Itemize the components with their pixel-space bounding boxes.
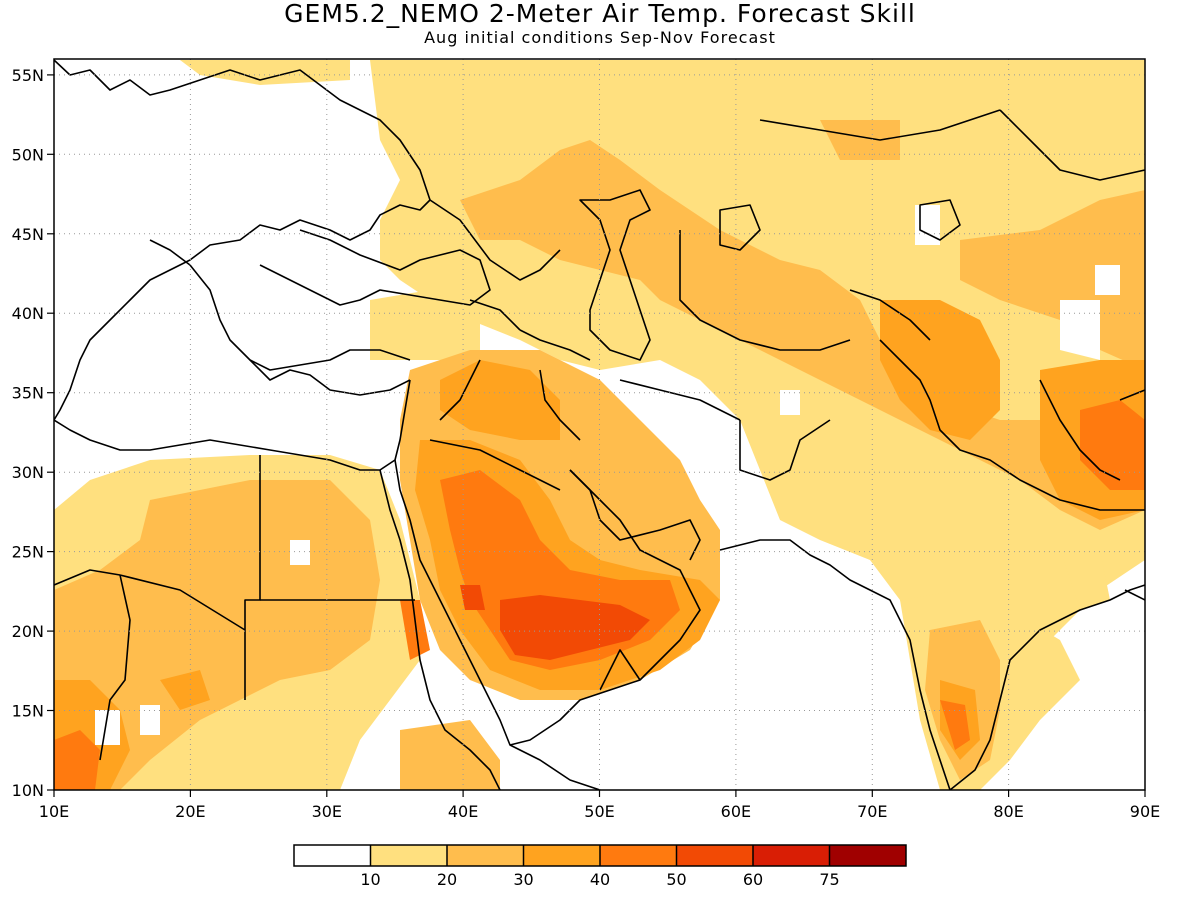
lon-label: 80E	[993, 802, 1023, 821]
map-subtitle: Aug initial conditions Sep-Nov Forecast	[424, 28, 776, 47]
coastlines-borders	[54, 59, 1145, 790]
lat-label: 25N	[12, 543, 44, 562]
colorbar-swatch	[600, 845, 677, 866]
lat-label: 30N	[12, 463, 44, 482]
colorbar-label: 40	[590, 870, 610, 889]
colorbar-label: 20	[437, 870, 457, 889]
latitude-labels: 10N 15N 20N 25N 30N 35N 40N 45N 50N 55N	[12, 66, 44, 800]
colorbar-label: 30	[513, 870, 533, 889]
lon-label: 40E	[448, 802, 478, 821]
colorbar-label: 10	[360, 870, 380, 889]
map-title: GEM5.2_NEMO 2-Meter Air Temp. Forecast S…	[284, 0, 916, 28]
lat-label: 40N	[12, 304, 44, 323]
axis-ticks	[47, 74, 1146, 797]
colorbar-swatch	[753, 845, 830, 866]
skill-band-50-60	[460, 585, 650, 660]
lat-label: 20N	[12, 622, 44, 641]
colorbar-swatch	[447, 845, 524, 866]
colorbar: 10 20 30 40 50 60 75	[293, 844, 907, 889]
lon-label: 20E	[175, 802, 205, 821]
colorbar-swatch	[523, 845, 600, 866]
lon-label: 60E	[721, 802, 751, 821]
lat-label: 55N	[12, 66, 44, 85]
lat-label: 10N	[12, 781, 44, 800]
undefined-data-patches	[95, 205, 1120, 745]
colorbar-label: 60	[743, 870, 763, 889]
colorbar-swatch	[294, 845, 371, 866]
skill-shading	[54, 60, 1145, 790]
longitude-labels: 10E 20E 30E 40E 50E 60E 70E 80E 90E	[39, 802, 1160, 821]
colorbar-swatch	[370, 845, 447, 866]
colorbar-label: 50	[666, 870, 686, 889]
lat-label: 35N	[12, 384, 44, 403]
gridlines	[54, 59, 1145, 790]
lat-label: 15N	[12, 702, 44, 721]
lon-label: 50E	[584, 802, 614, 821]
colorbar-swatch	[829, 845, 906, 866]
lon-label: 90E	[1130, 802, 1160, 821]
lon-label: 30E	[312, 802, 342, 821]
colorbar-swatch	[676, 845, 753, 866]
lat-label: 50N	[12, 145, 44, 164]
lon-label: 10E	[39, 802, 69, 821]
lat-label: 45N	[12, 225, 44, 244]
lon-label: 70E	[857, 802, 887, 821]
colorbar-label: 75	[819, 870, 839, 889]
